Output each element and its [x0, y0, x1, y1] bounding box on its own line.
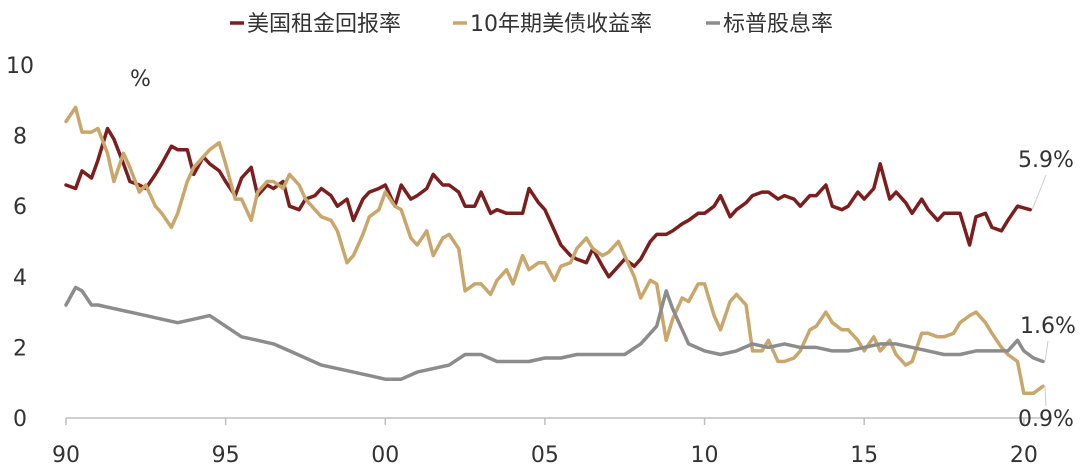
x-tick-label: 90	[52, 443, 80, 468]
y-tick-label: 10	[6, 54, 34, 79]
x-tick-label: 15	[850, 443, 878, 468]
y-tick-label: 6	[13, 195, 27, 220]
y-axis: 0 2 4 6 8 10	[6, 54, 34, 432]
end-label-0: 5.9%	[1018, 148, 1074, 173]
series-layer	[64, 105, 1045, 396]
end-label-leader-2	[1044, 340, 1049, 362]
legend: 美国租金回报率 10年期美债收益率 标普股息率	[230, 12, 833, 37]
y-tick-label: 0	[13, 407, 27, 432]
end-labels: 5.9% 0.9% 1.6%	[1018, 148, 1076, 432]
legend-label-1: 10年期美债收益率	[470, 12, 652, 37]
legend-label-2: 标普股息率	[723, 12, 833, 37]
x-tick-label: 95	[212, 443, 240, 468]
x-axis: 90 95 00 05 10 15 20	[52, 418, 1038, 468]
legend-label-0: 美国租金回报率	[247, 12, 401, 37]
end-label-2: 1.6%	[1020, 314, 1076, 339]
end-label-leader-1	[1044, 386, 1047, 407]
unit-label: %	[130, 67, 151, 92]
series-line-2	[64, 285, 1045, 381]
x-tick-label: 00	[371, 443, 399, 468]
x-tick-label: 20	[1010, 443, 1038, 468]
series-line-0	[64, 126, 1032, 279]
y-tick-label: 8	[13, 125, 27, 150]
series-line-1	[64, 105, 1045, 396]
y-tick-label: 2	[13, 336, 27, 361]
y-tick-label: 4	[13, 266, 27, 291]
x-tick-label: 05	[531, 443, 559, 468]
end-label-leader-0	[1031, 174, 1047, 210]
end-label-1: 0.9%	[1018, 407, 1074, 432]
x-tick-label: 10	[691, 443, 719, 468]
